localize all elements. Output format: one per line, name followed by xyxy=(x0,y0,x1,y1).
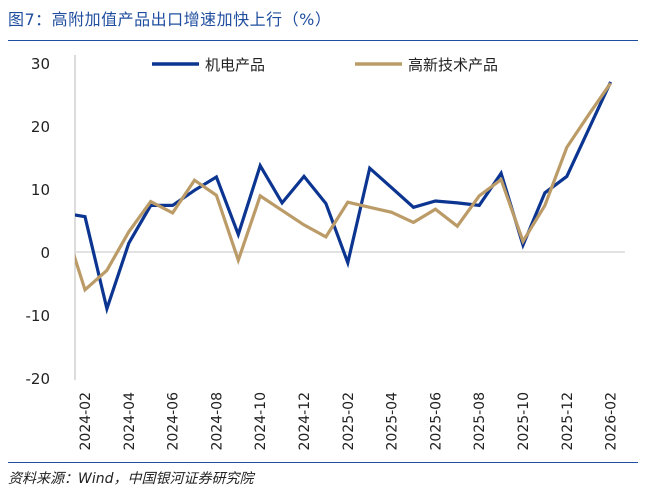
y-axis: 30 20 10 0 -10 -20 xyxy=(26,55,625,388)
series-lines xyxy=(75,81,613,315)
legend-label: 机电产品 xyxy=(205,56,265,74)
x-tick-label: 2025-10 xyxy=(516,392,532,451)
x-tick-label: 2024-06 xyxy=(166,392,182,451)
series-line-electromechanical xyxy=(75,81,613,315)
x-tick-label: 2024-02 xyxy=(78,392,94,451)
x-tick-label: 2024-04 xyxy=(122,392,138,451)
x-axis: 2024-02 2024-04 2024-06 2024-08 2024-10 2024-… xyxy=(78,392,620,451)
y-tick-label: 30 xyxy=(31,55,50,73)
x-tick-label: 2025-06 xyxy=(428,392,444,451)
x-tick-label: 2025-04 xyxy=(385,392,401,451)
series-line-high-tech xyxy=(75,82,612,293)
title-divider xyxy=(8,40,638,41)
x-tick-label: 2025-02 xyxy=(341,392,357,451)
y-tick-label: 20 xyxy=(31,118,50,136)
x-tick-label: 2025-12 xyxy=(560,392,576,451)
x-tick-label: 2025-08 xyxy=(472,392,488,451)
x-tick-label: 2024-12 xyxy=(297,392,313,451)
y-tick-label: 10 xyxy=(31,181,50,199)
source-note: 资料来源：Wind，中国银河证券研究院 xyxy=(8,471,254,487)
figure-title: 图7：高附加值产品出口增速加快上行（%） xyxy=(8,10,332,29)
legend-label: 高新技术产品 xyxy=(408,56,498,74)
x-tick-label: 2024-10 xyxy=(253,392,269,451)
x-tick-label: 2024-08 xyxy=(209,392,225,451)
source-divider xyxy=(8,462,638,463)
x-tick-label: 2026-02 xyxy=(604,392,620,451)
y-tick-label: -20 xyxy=(26,370,51,388)
y-tick-label: -10 xyxy=(26,307,51,325)
y-tick-label: 0 xyxy=(40,244,50,262)
legend: 机电产品 高新技术产品 xyxy=(152,56,498,74)
